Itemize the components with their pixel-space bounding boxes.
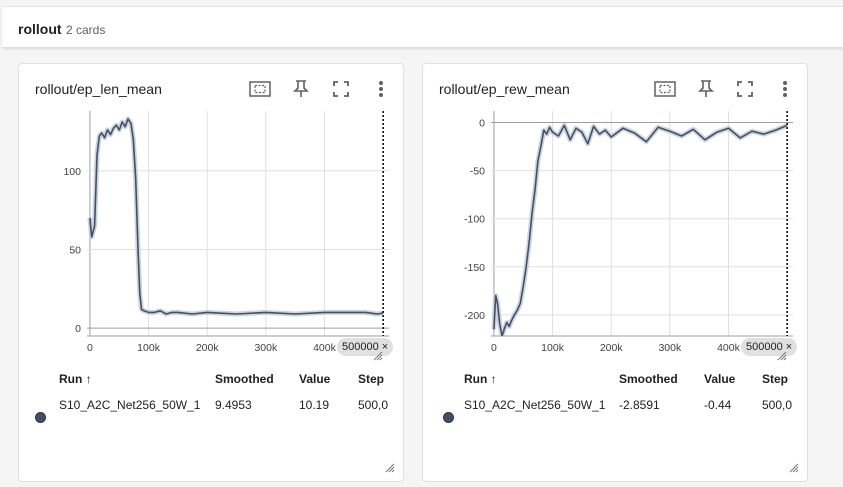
- more-options-button[interactable]: [368, 76, 394, 102]
- step-value: 500,0: [762, 398, 793, 412]
- x-tick-label: 200k: [600, 342, 624, 354]
- section-header[interactable]: rollout 2 cards: [2, 6, 843, 48]
- x-tick-label: 0: [87, 342, 93, 354]
- col-header-value[interactable]: Value: [299, 372, 331, 386]
- step-cursor-label[interactable]: 500000 ×: [337, 338, 394, 356]
- y-tick-label: -200: [464, 310, 485, 322]
- y-tick-label: 0: [75, 323, 81, 335]
- section-title: rollout: [18, 21, 62, 37]
- x-tick-label: 400k: [313, 342, 337, 354]
- card-title: rollout/ep_rew_mean: [439, 81, 570, 97]
- resize-grip-icon[interactable]: [777, 351, 787, 361]
- series-line: [89, 118, 384, 315]
- fullscreen-button[interactable]: [732, 76, 758, 102]
- col-header-smoothed[interactable]: Smoothed: [215, 372, 274, 386]
- run-name: S10_A2C_Net256_50W_1: [59, 398, 201, 412]
- x-tick-label: 300k: [658, 342, 682, 354]
- pin-icon: [293, 80, 309, 97]
- step-cursor-label[interactable]: 500000 ×: [741, 338, 798, 356]
- pin-icon: [698, 80, 714, 97]
- fullscreen-button[interactable]: [328, 76, 354, 102]
- step-cursor-value: 500000: [342, 341, 379, 353]
- fit-domain-button[interactable]: [652, 76, 678, 102]
- series-raw-band: [491, 122, 789, 336]
- series-group: [87, 116, 384, 317]
- col-header-step[interactable]: Step: [762, 372, 789, 386]
- run-name: S10_A2C_Net256_50W_1: [464, 398, 606, 412]
- raw-value: 10.19: [299, 398, 330, 412]
- resize-grip-icon[interactable]: [789, 463, 799, 473]
- more-options-button[interactable]: [772, 76, 798, 102]
- scalar-card-ep-len-mean: rollout/ep_len_mean 0 100k 200k 300k 400k 0 50…: [18, 63, 404, 482]
- fullscreen-icon: [737, 81, 753, 97]
- fullscreen-icon: [333, 81, 349, 97]
- pin-button[interactable]: [693, 76, 719, 102]
- more-vert-icon: [783, 81, 787, 97]
- col-header-run[interactable]: Run ↑: [59, 372, 92, 386]
- x-tick-label: 0: [491, 342, 497, 354]
- run-color-swatch: [35, 412, 46, 423]
- card-count: 2 cards: [66, 23, 106, 37]
- close-icon[interactable]: ×: [381, 341, 389, 353]
- card-title: rollout/ep_len_mean: [35, 81, 162, 97]
- step-cursor-value: 500000: [746, 341, 783, 353]
- x-tick-label: 100k: [137, 342, 161, 354]
- smoothed-value: -2.8591: [619, 398, 660, 412]
- fit-domain-button[interactable]: [247, 76, 273, 102]
- y-tick-label: -50: [470, 166, 485, 178]
- raw-value: -0.44: [704, 398, 732, 412]
- series-line: [493, 124, 788, 336]
- x-tick-label: 300k: [254, 342, 278, 354]
- pin-button[interactable]: [288, 76, 314, 102]
- run-color-swatch: [443, 412, 454, 423]
- smoothed-value: 9.4953: [215, 398, 252, 412]
- more-vert-icon: [379, 81, 383, 97]
- col-header-step[interactable]: Step: [358, 372, 385, 386]
- scalar-card-ep-rew-mean: rollout/ep_rew_mean 0 100k 200k 300k 400k 0 -5…: [422, 63, 808, 482]
- col-header-value[interactable]: Value: [704, 372, 736, 386]
- x-tick-label: 400k: [717, 342, 741, 354]
- line-chart[interactable]: 0 100k 200k 300k 400k 0 50 100: [19, 64, 403, 364]
- y-tick-label: -150: [464, 262, 485, 274]
- resize-grip-icon[interactable]: [385, 463, 395, 473]
- resize-grip-icon[interactable]: [373, 351, 383, 361]
- y-tick-label: 50: [69, 244, 81, 256]
- y-tick-label: 100: [63, 166, 81, 178]
- y-tick-label: 0: [479, 118, 485, 130]
- step-value: 500,0: [358, 398, 389, 412]
- x-tick-label: 200k: [196, 342, 220, 354]
- series-group: [491, 122, 789, 336]
- col-header-run[interactable]: Run ↑: [464, 372, 497, 386]
- col-header-smoothed[interactable]: Smoothed: [619, 372, 678, 386]
- line-chart[interactable]: 0 100k 200k 300k 400k 0 -50 -100 -150 -200: [423, 64, 807, 364]
- y-tick-label: -100: [464, 214, 485, 226]
- x-tick-label: 100k: [541, 342, 565, 354]
- fit-domain-icon: [654, 81, 676, 97]
- close-icon[interactable]: ×: [785, 341, 793, 353]
- fit-domain-icon: [249, 81, 271, 97]
